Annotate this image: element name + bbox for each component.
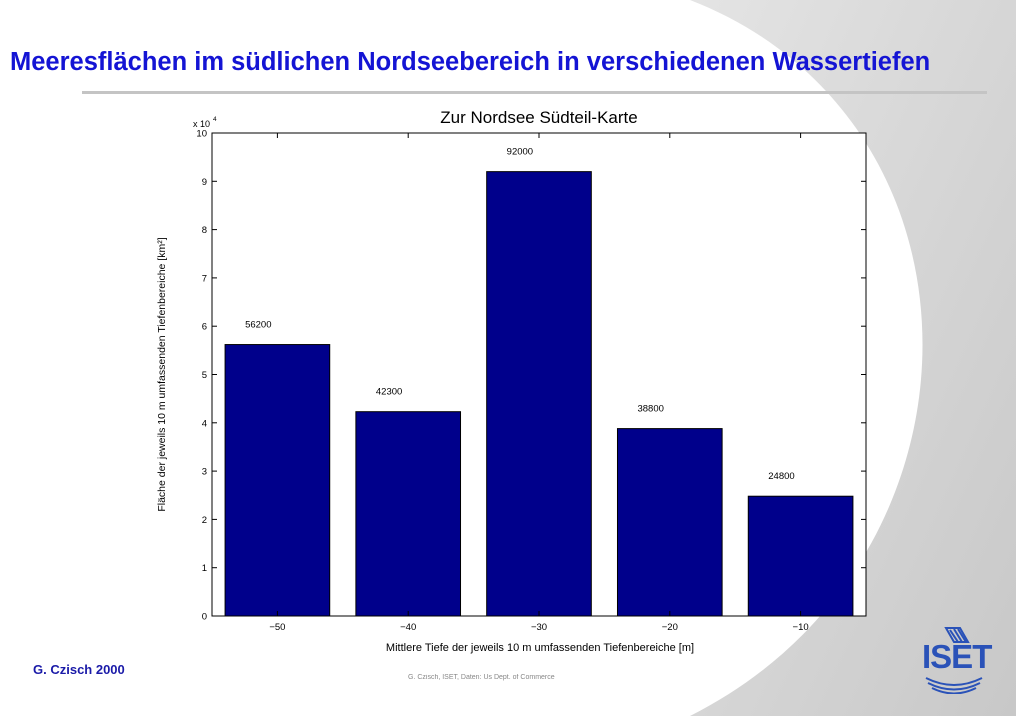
- y-tick-label: 3: [202, 467, 207, 478]
- y-tick-label: 6: [202, 322, 207, 333]
- bar: [224, 344, 331, 617]
- x-tick-label: −10: [793, 622, 809, 633]
- x-tick-label: −30: [531, 622, 547, 633]
- data-source-note: G. Czisch, ISET, Daten: Us Dept. of Comm…: [408, 674, 555, 681]
- y-tick-label: 4: [202, 418, 207, 429]
- bar: [747, 495, 854, 617]
- iset-logo-icon: [925, 627, 983, 694]
- bar: [355, 411, 462, 617]
- y-axis-label: Fläche der jeweils 10 m umfassenden Tief…: [156, 237, 168, 511]
- logo-text: ISET: [922, 638, 992, 675]
- bar-value-label: 42300: [376, 387, 402, 398]
- y-multiplier-label: x 10: [193, 119, 210, 129]
- y-tick-label: 1: [202, 563, 207, 574]
- y-tick-label: 9: [202, 177, 207, 188]
- y-multiplier-exponent: 4: [213, 116, 217, 123]
- x-tick-label: −20: [662, 622, 678, 633]
- bar: [486, 171, 592, 617]
- y-tick-label: 2: [202, 515, 207, 526]
- x-axis-label: Mittlere Tiefe der jeweils 10 m umfassen…: [386, 642, 694, 654]
- y-tick-label: 10: [196, 129, 207, 140]
- bar-value-label: 92000: [507, 147, 533, 158]
- x-tick-label: −40: [400, 622, 416, 633]
- x-tick-label: −50: [269, 622, 285, 633]
- chart-title: Zur Nordsee Südteil-Karte: [440, 108, 637, 127]
- bar-value-label: 24800: [768, 471, 794, 482]
- y-tick-label: 8: [202, 225, 207, 236]
- bar-value-label: 56200: [245, 320, 271, 331]
- y-tick-label: 0: [202, 612, 207, 623]
- y-tick-label: 7: [202, 273, 207, 284]
- author-credit: G. Czisch 2000: [33, 662, 125, 677]
- slide-title: Meeresflächen im südlichen Nordseebereic…: [10, 48, 931, 76]
- title-divider: [82, 91, 987, 94]
- bar: [616, 428, 723, 617]
- bar-value-label: 38800: [637, 404, 663, 415]
- y-tick-label: 5: [202, 370, 207, 381]
